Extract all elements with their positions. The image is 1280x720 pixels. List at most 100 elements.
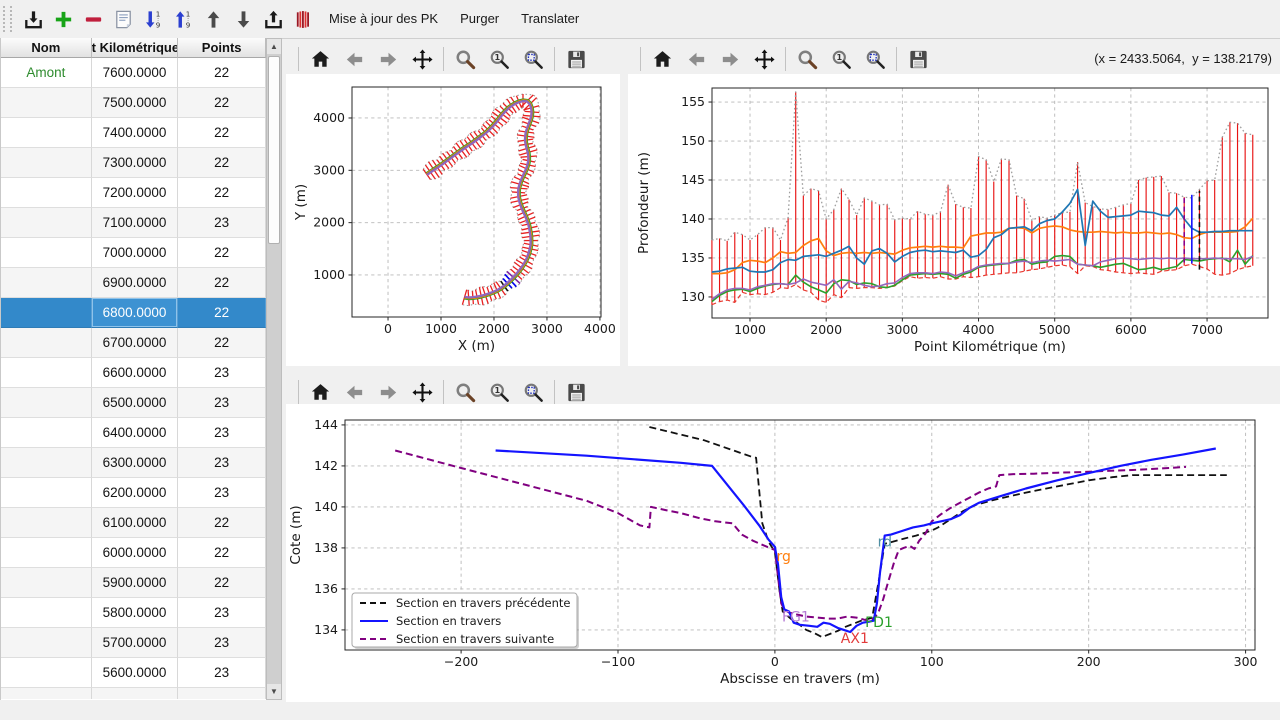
svg-text:134: 134 [314, 622, 338, 637]
toolbar-grip[interactable] [3, 6, 12, 32]
zoom-one-icon: 1 [490, 50, 509, 69]
table-row[interactable]: 7300.0000 22 [1, 148, 266, 178]
translate-button[interactable]: Translater [521, 11, 580, 26]
table-row[interactable]: 5700.0000 23 [1, 628, 266, 658]
y-axis-label: Profondeur (m) [636, 152, 652, 254]
move-down-button[interactable] [230, 4, 257, 34]
table-row[interactable]: 5800.0000 23 [1, 598, 266, 628]
table-row[interactable]: 7500.0000 22 [1, 88, 266, 118]
scrollbar-thumb[interactable] [268, 56, 280, 244]
scroll-down-button[interactable]: ▼ [267, 684, 281, 699]
pan-icon [411, 48, 433, 70]
cursor-coordinates-readout: (x = 2433.5064, y = 138.2179) [1094, 51, 1272, 66]
zoom-one-button[interactable]: 1 [484, 378, 514, 406]
cell-nom [1, 538, 92, 568]
zoom-fit-button[interactable] [518, 378, 548, 406]
back-icon [346, 52, 362, 66]
planform-chart[interactable]: 0 1000 2000 3000 4000 1000 2000 3000 4000 X (m) Y … [286, 74, 620, 366]
zoom-button[interactable] [450, 45, 480, 73]
save-icon [909, 50, 927, 68]
table-row[interactable]: 6100.0000 22 [1, 508, 266, 538]
save-button[interactable] [561, 45, 591, 73]
save-button[interactable] [903, 45, 933, 73]
back-button[interactable] [339, 378, 369, 406]
update-pk-button[interactable]: Mise à jour des PK [329, 11, 439, 26]
table-scrollbar[interactable]: ▲ ▼ [266, 38, 282, 700]
cell-nom [1, 598, 92, 628]
cell-pk: 6600.0000 [91, 358, 179, 388]
pan-button[interactable] [407, 378, 437, 406]
cell-pk: 6000.0000 [91, 538, 179, 568]
zoom-fit-button[interactable] [518, 45, 548, 73]
purge-button[interactable]: Purger [460, 11, 500, 26]
column-header-pk[interactable]: t Kilométrique [91, 38, 179, 58]
table-row[interactable]: 6000.0000 22 [1, 538, 266, 568]
table-row[interactable]: 6500.0000 23 [1, 388, 266, 418]
zoom-one-button[interactable]: 1 [484, 45, 514, 73]
table-row[interactable]: 6200.0000 23 [1, 478, 266, 508]
table-row[interactable]: 6800.0000 22 [1, 298, 266, 328]
cell-points: 23 [178, 208, 266, 238]
back-button[interactable] [681, 45, 711, 73]
add-button[interactable] [50, 4, 77, 34]
import-button[interactable] [20, 4, 47, 34]
svg-text:0: 0 [771, 654, 779, 669]
remove-button[interactable] [80, 4, 107, 34]
forward-button[interactable] [373, 378, 403, 406]
notes-button[interactable] [110, 4, 137, 34]
home-button[interactable] [305, 45, 335, 73]
svg-text:1000: 1000 [313, 267, 345, 282]
table-row[interactable]: 7400.0000 22 [1, 118, 266, 148]
legend: Section en travers précédente Section en … [351, 592, 579, 649]
toolbar-separator [554, 47, 555, 71]
svg-text:7000: 7000 [1191, 322, 1223, 337]
xsection-figure: −200 −100 0 100 200 300 134 136 138 140 142 144 Absc… [286, 404, 1280, 702]
table-row-partial[interactable] [1, 688, 266, 699]
table-row[interactable]: 6400.0000 23 [1, 418, 266, 448]
export-button[interactable] [260, 4, 287, 34]
zoom-fit-button[interactable] [860, 45, 890, 73]
longitudinal-line [426, 100, 533, 299]
zoom-fit-icon [524, 50, 543, 69]
svg-text:4000: 4000 [313, 110, 345, 125]
forward-button[interactable] [715, 45, 745, 73]
forward-button[interactable] [373, 45, 403, 73]
sections-button[interactable] [290, 4, 317, 34]
svg-text:−100: −100 [601, 654, 635, 669]
back-button[interactable] [339, 45, 369, 73]
table-row[interactable]: 7200.0000 22 [1, 178, 266, 208]
profile-chart[interactable]: 1000 2000 3000 4000 5000 6000 7000 130 135 140 145… [628, 74, 1280, 366]
scroll-up-button[interactable]: ▲ [267, 39, 281, 54]
grid [352, 87, 601, 317]
table-row[interactable]: 6600.0000 23 [1, 358, 266, 388]
column-header-points[interactable]: Points [178, 38, 266, 58]
zoom-button[interactable] [450, 378, 480, 406]
svg-text:200: 200 [1077, 654, 1101, 669]
home-button[interactable] [647, 45, 677, 73]
table-row[interactable]: 5600.0000 23 [1, 658, 266, 688]
table-row[interactable]: 5900.0000 22 [1, 568, 266, 598]
xsection-chart[interactable]: −200 −100 0 100 200 300 134 136 138 140 142 144 Absc… [286, 404, 1280, 702]
sections-icon [296, 10, 309, 28]
cell-nom [1, 148, 92, 178]
back-icon [346, 385, 362, 399]
zoom-one-button[interactable]: 1 [826, 45, 856, 73]
pan-button[interactable] [407, 45, 437, 73]
zoom-icon [455, 382, 475, 402]
table-row[interactable]: 7100.0000 23 [1, 208, 266, 238]
cell-nom [1, 418, 92, 448]
home-button[interactable] [305, 378, 335, 406]
save-button[interactable] [561, 378, 591, 406]
table-row[interactable]: 7000.0000 22 [1, 238, 266, 268]
column-header-nom[interactable]: Nom [1, 38, 92, 58]
table-row[interactable]: 6300.0000 23 [1, 448, 266, 478]
table-row[interactable]: 6700.0000 22 [1, 328, 266, 358]
table-row[interactable]: Amont 7600.0000 22 [1, 58, 266, 88]
table-row[interactable]: 6900.0000 22 [1, 268, 266, 298]
pan-button[interactable] [749, 45, 779, 73]
zoom-button[interactable] [792, 45, 822, 73]
move-up-button[interactable] [200, 4, 227, 34]
